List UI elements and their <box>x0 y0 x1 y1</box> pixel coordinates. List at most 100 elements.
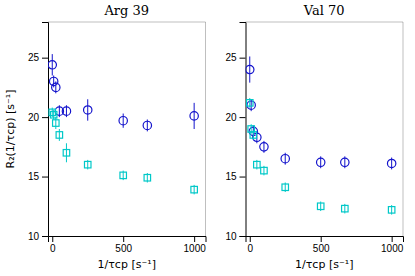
point <box>388 207 395 214</box>
point <box>53 120 60 127</box>
error-bar <box>55 117 56 129</box>
error-bar <box>194 103 195 129</box>
point <box>342 205 349 212</box>
tick-mark <box>52 236 53 242</box>
tick-label: 20 <box>28 112 40 123</box>
series <box>247 98 395 215</box>
series <box>48 54 198 131</box>
frame <box>48 22 206 23</box>
tick-mark <box>42 236 48 237</box>
tick-label: 1000 <box>381 243 404 254</box>
tick-mark <box>240 117 246 118</box>
point <box>62 107 70 115</box>
frame <box>246 22 404 23</box>
x-axis: 0 500 1000 <box>49 236 207 254</box>
point <box>56 132 63 139</box>
panel: 0 500 1000 10 15 20 25 Arg 39 1/τcp [s⁻¹] R₂(1/τc… <box>4 3 206 271</box>
point <box>317 158 325 166</box>
chart: 0 500 1000 10 15 20 25 Arg 39 1/τcp [s⁻¹] R₂(1/τc… <box>0 0 415 276</box>
point <box>190 112 198 120</box>
frame <box>403 22 404 236</box>
tick: 1000 <box>381 236 404 254</box>
plot-area <box>48 54 198 194</box>
error-bar <box>87 99 88 120</box>
frame <box>205 22 206 236</box>
point <box>191 186 198 193</box>
axis-line <box>240 23 247 237</box>
point <box>250 132 257 139</box>
series <box>246 56 396 169</box>
tick: 10 <box>28 231 48 242</box>
title: Val 70 <box>303 3 345 18</box>
panel: 0 500 1000 10 15 20 25 Val 70 1/τcp [s⁻¹] <box>225 3 403 271</box>
title: Arg 39 <box>103 3 149 18</box>
point <box>144 174 151 181</box>
tick-label: 500 <box>115 243 132 254</box>
axis-line <box>246 237 404 243</box>
point <box>52 83 60 91</box>
point <box>281 155 289 163</box>
x-axis: 0 500 1000 <box>246 236 404 254</box>
point <box>260 143 268 151</box>
point <box>246 65 254 73</box>
tick-label: 1000 <box>184 243 207 254</box>
error-bar <box>66 143 67 162</box>
tick-label: 500 <box>313 243 330 254</box>
tick: 500 <box>313 236 330 254</box>
tick-mark <box>42 58 48 59</box>
tick-mark <box>321 236 322 242</box>
tick-mark <box>240 236 246 237</box>
point <box>247 101 255 109</box>
tick: 20 <box>28 112 48 123</box>
tick-label: 15 <box>28 171 40 182</box>
tick: 0 <box>247 236 253 254</box>
tick: 500 <box>115 236 132 254</box>
y-axis: 10 15 20 25 <box>28 23 49 242</box>
tick-label: 0 <box>247 243 253 254</box>
point <box>341 158 349 166</box>
tick-mark <box>392 236 393 242</box>
point <box>282 184 289 191</box>
plot-area <box>246 56 396 214</box>
y-axis: 10 15 20 25 <box>225 23 246 242</box>
error-bar <box>59 129 60 141</box>
tick: 15 <box>225 171 245 182</box>
tick-mark <box>194 236 195 242</box>
tick-mark <box>42 177 48 178</box>
tick-label: 0 <box>50 243 56 254</box>
point <box>119 116 127 124</box>
error-bar <box>52 54 53 75</box>
tick-mark <box>42 117 48 118</box>
point <box>50 111 57 118</box>
tick: 1000 <box>184 236 207 254</box>
series <box>49 108 197 195</box>
tick-mark <box>240 177 246 178</box>
tick-mark <box>123 236 124 242</box>
tick: 15 <box>28 171 48 182</box>
tick: 20 <box>225 112 245 123</box>
tick-label: 25 <box>28 52 40 63</box>
tick-label: 10 <box>225 231 237 242</box>
x-axis-title: 1/τcp [s⁻¹] <box>295 258 353 271</box>
tick: 25 <box>28 52 48 63</box>
tick: 0 <box>50 236 56 254</box>
tick: 10 <box>225 231 245 242</box>
tick-mark <box>240 58 246 59</box>
point <box>48 61 56 69</box>
error-bar <box>249 56 250 82</box>
point <box>143 121 151 129</box>
point <box>63 150 70 157</box>
tick: 25 <box>225 52 245 63</box>
point <box>317 203 324 210</box>
y-axis-title: R₂(1/τcp) [s⁻¹] <box>4 89 17 168</box>
point <box>254 161 261 168</box>
error-bar <box>123 114 124 128</box>
axis-line <box>42 23 49 237</box>
axis-line <box>49 237 207 243</box>
point <box>120 172 127 179</box>
x-axis-title: 1/τcp [s⁻¹] <box>98 258 156 271</box>
tick-label: 15 <box>225 171 237 182</box>
point <box>247 100 254 107</box>
tick-mark <box>250 236 251 242</box>
tick-label: 10 <box>28 231 40 242</box>
